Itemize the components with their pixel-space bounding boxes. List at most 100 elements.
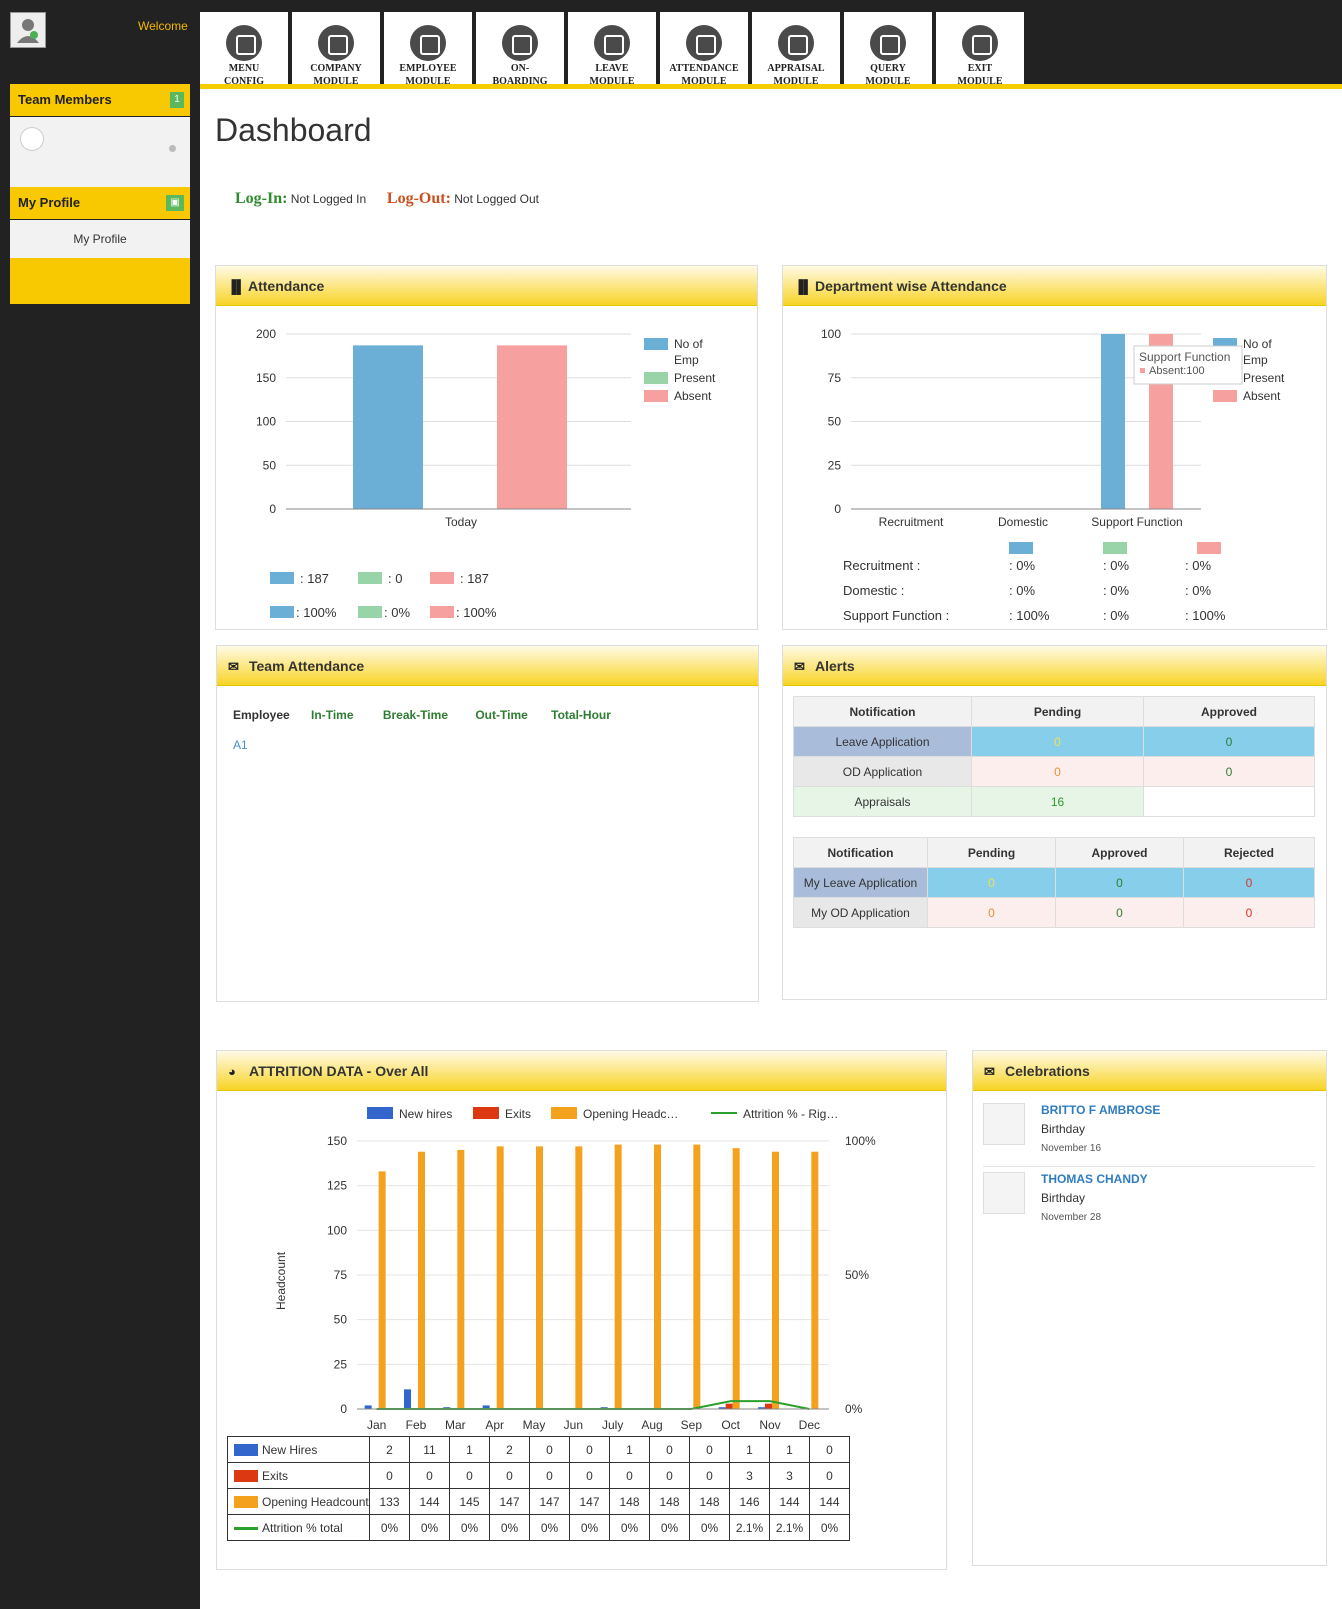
- y-tick-label: 50: [263, 458, 277, 472]
- bar-opening-headcount: [654, 1144, 661, 1409]
- dept-row-emp: : 0%: [1009, 558, 1035, 573]
- alert-leave-approved[interactable]: 0: [1143, 726, 1315, 757]
- celebration-item[interactable]: THOMAS CHANDY Birthday November 28: [983, 1172, 1315, 1232]
- user-avatar[interactable]: [10, 12, 46, 48]
- my-leave-approved[interactable]: 0: [1055, 867, 1184, 898]
- module-button-menu[interactable]: MENU CONFIG: [200, 12, 290, 87]
- module-button-leave[interactable]: LEAVE MODULE: [568, 12, 658, 87]
- module-icon: [778, 25, 814, 61]
- table-cell: 146: [729, 1488, 770, 1515]
- my-od-pending[interactable]: 0: [927, 897, 1056, 928]
- summary-swatch: [1009, 542, 1033, 554]
- my-od-rejected[interactable]: 0: [1183, 897, 1315, 928]
- alert-appraisals[interactable]: Appraisals: [793, 786, 972, 817]
- table-cell: 0: [489, 1462, 530, 1489]
- legend-swatch-present: [644, 372, 668, 384]
- attendance-panel: ▐▌ Attendance 0 50 100 150 200 Today No of Emp Pr…: [215, 265, 758, 630]
- bar-opening-headcount: [732, 1148, 740, 1409]
- module-icon: [502, 25, 538, 61]
- y-axis-label: Headcount: [274, 1251, 288, 1310]
- team-attendance-title: Team Attendance: [249, 658, 365, 674]
- module-label-line2: MODULE: [589, 76, 635, 87]
- line-attrition: [376, 1400, 810, 1410]
- bar-new-hires: [718, 1407, 726, 1409]
- bar-opening-headcount: [693, 1144, 701, 1409]
- bar-absent: [497, 345, 567, 509]
- profile-card-icon: ▣: [166, 195, 184, 211]
- x-tick-label: Oct: [721, 1418, 740, 1432]
- celebrant-name[interactable]: THOMAS CHANDY: [1041, 1172, 1148, 1186]
- my-leave-application[interactable]: My Leave Application: [793, 867, 928, 898]
- module-label-line2: MODULE: [957, 76, 1003, 87]
- attrition-table-row: New Hires 2 11 1 2 0 0 1 0 0 1 1 0: [227, 1436, 850, 1463]
- dept-row-name: Domestic :: [843, 583, 904, 598]
- alert-leave-application[interactable]: Leave Application: [793, 726, 972, 757]
- alert-od-pending[interactable]: 0: [971, 756, 1144, 787]
- my-od-approved[interactable]: 0: [1055, 897, 1184, 928]
- team-member-card[interactable]: [10, 117, 190, 187]
- team-members-label: Team Members: [18, 92, 112, 107]
- legend-swatch: [473, 1107, 499, 1119]
- row-label: Opening Headcount: [227, 1488, 370, 1515]
- alerts-table-my-requests: Notification Pending Approved Rejected My L…: [793, 837, 1315, 928]
- th-notification: Notification: [793, 837, 928, 868]
- module-button-appraisal[interactable]: APPRAISAL MODULE: [752, 12, 842, 87]
- my-od-application[interactable]: My OD Application: [793, 897, 928, 928]
- table-cell: 0%: [409, 1514, 450, 1541]
- bar-chart-icon: ▐▌: [794, 279, 813, 294]
- legend-label: Present: [1243, 371, 1285, 385]
- module-button-attendance[interactable]: ATTENDANCE MODULE: [660, 12, 750, 87]
- x-tick-label: Nov: [759, 1418, 780, 1432]
- y-tick-label: 50: [828, 415, 842, 429]
- bar-new-hires: [404, 1389, 411, 1409]
- module-icon: [594, 25, 630, 61]
- celebrant-name[interactable]: BRITTO F AMBROSE: [1041, 1103, 1161, 1117]
- celebration-event: Birthday: [1041, 1122, 1086, 1136]
- table-cell: 1: [449, 1436, 490, 1463]
- alert-leave-pending[interactable]: 0: [971, 726, 1144, 757]
- legend-swatch: [551, 1107, 577, 1119]
- team-member-row[interactable]: A1: [233, 738, 248, 752]
- dept-row-emp: : 0%: [1009, 583, 1035, 598]
- alert-appraisals-approved: [1143, 786, 1315, 817]
- module-button-on[interactable]: ON- BOARDING: [476, 12, 566, 87]
- bar-exits: [725, 1403, 733, 1409]
- col-total-hour: Total-Hour: [551, 708, 611, 722]
- table-cell: 0: [529, 1462, 570, 1489]
- module-icon: [870, 25, 906, 61]
- dept-row-present: : 0%: [1103, 558, 1129, 573]
- table-cell: 11: [409, 1436, 450, 1463]
- alert-od-application[interactable]: OD Application: [793, 756, 972, 787]
- logout-label: Log-Out:: [386, 190, 451, 207]
- team-member-avatar-icon: [20, 127, 44, 151]
- y-tick-label: 25: [828, 458, 842, 472]
- y-tick-label: 50: [334, 1313, 348, 1327]
- summary-percent: : 0%: [384, 605, 410, 620]
- team-attendance-header: ✉ Team Attendance: [217, 646, 758, 686]
- module-button-company[interactable]: COMPANY MODULE: [292, 12, 382, 87]
- my-leave-pending[interactable]: 0: [927, 867, 1056, 898]
- module-button-employee[interactable]: EMPLOYEE MODULE: [384, 12, 474, 87]
- module-icon: [686, 25, 722, 61]
- my-profile-link[interactable]: My Profile: [10, 220, 190, 258]
- row-label: Exits: [227, 1462, 370, 1489]
- module-label-line1: ATTENDANCE: [669, 63, 739, 74]
- y-tick-label: 100: [821, 327, 841, 341]
- module-icon: [962, 25, 998, 61]
- alert-od-approved[interactable]: 0: [1143, 756, 1315, 787]
- alert-appraisals-pending[interactable]: 16: [971, 786, 1144, 817]
- department-panel-header: ▐▌ Department wise Attendance: [783, 266, 1326, 306]
- module-button-exit[interactable]: EXIT MODULE: [936, 12, 1026, 87]
- dept-row-name: Recruitment :: [843, 558, 920, 573]
- team-members-header[interactable]: Team Members 1: [10, 84, 190, 116]
- module-button-query[interactable]: QUERY MODULE: [844, 12, 934, 87]
- table-cell: 0: [689, 1436, 730, 1463]
- my-profile-header[interactable]: My Profile ▣: [10, 187, 190, 219]
- my-leave-rejected[interactable]: 0: [1183, 867, 1315, 898]
- table-cell: 1: [729, 1436, 770, 1463]
- celebration-item[interactable]: BRITTO F AMBROSE Birthday November 16: [983, 1103, 1315, 1167]
- legend-label: Emp: [1243, 353, 1268, 367]
- dept-row-absent: : 0%: [1185, 558, 1211, 573]
- pie-chart-icon: ◕: [228, 1064, 236, 1079]
- row-swatch: [234, 1470, 258, 1483]
